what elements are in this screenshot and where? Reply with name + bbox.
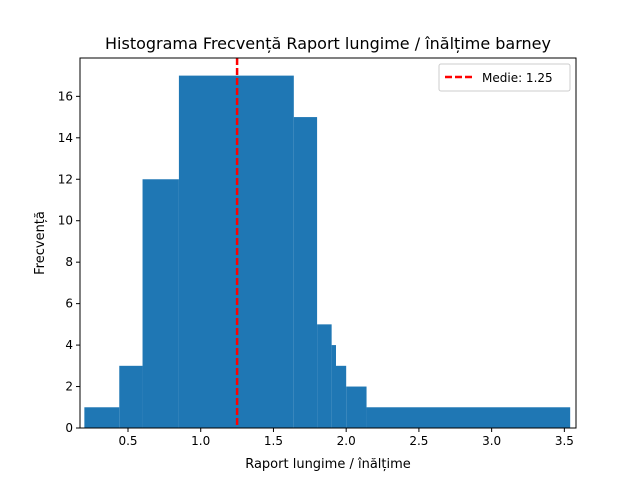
y-tick-label: 6: [65, 297, 73, 311]
histogram-bar-7: [336, 365, 347, 428]
x-tick-label: 3.0: [482, 434, 501, 448]
x-axis-ticks: 0.5 1.0 1.5 2.0 2.5 3.0 3.5: [118, 428, 574, 448]
x-tick-label: 1.0: [191, 434, 210, 448]
histogram-bar-2: [142, 179, 179, 428]
y-tick-label: 0: [65, 421, 73, 435]
y-tick-label: 8: [65, 255, 73, 269]
histogram-bar-5: [317, 324, 332, 428]
y-axis-ticks: 0 2 4 6 8 10 12 14 16: [58, 89, 80, 435]
legend-mean-label: Medie: 1.25: [482, 71, 553, 85]
y-tick-label: 14: [58, 131, 73, 145]
x-tick-label: 1.5: [264, 434, 283, 448]
x-tick-label: 2.5: [409, 434, 428, 448]
x-tick-label: 3.5: [555, 434, 574, 448]
y-axis-label: Frecvență: [33, 211, 48, 275]
histogram-bar-9: [366, 407, 571, 428]
histogram-bar-8: [346, 386, 367, 428]
y-tick-label: 10: [58, 214, 73, 228]
legend-box: [438, 63, 571, 92]
histogram-bar-0: [84, 407, 120, 428]
histogram-bar-6: [331, 345, 336, 428]
histogram-bar-4: [293, 117, 318, 429]
legend: Medie: 1.25: [438, 63, 571, 92]
plot-frame: [79, 57, 577, 429]
y-tick-label: 4: [65, 338, 73, 352]
x-tick-label: 2.0: [337, 434, 356, 448]
histogram-bar-1: [119, 365, 143, 428]
y-tick-label: 16: [58, 89, 73, 103]
bars-group: [84, 75, 571, 429]
x-axis-label: Raport lungime / înălțime: [245, 457, 411, 472]
y-tick-label: 12: [58, 172, 73, 186]
chart-title: Histograma Frecvență Raport lungime / în…: [105, 34, 551, 53]
y-tick-label: 2: [65, 380, 73, 394]
x-tick-label: 0.5: [118, 434, 137, 448]
